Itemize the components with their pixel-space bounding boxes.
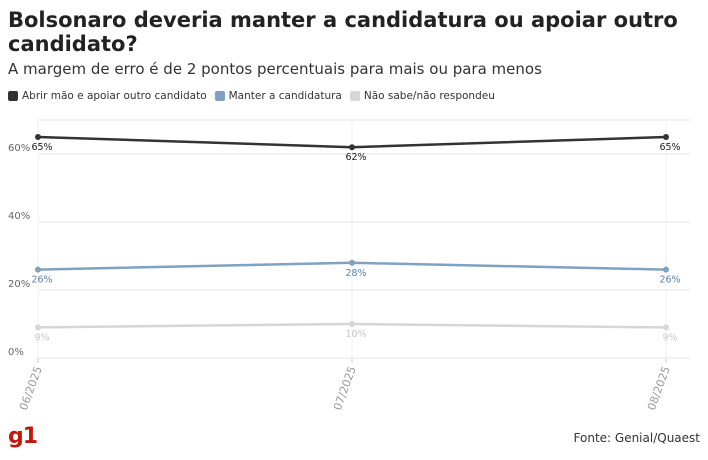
y-tick-label: 40% — [8, 211, 30, 222]
chart-subtitle: A margem de erro é de 2 pontos percentua… — [8, 60, 542, 78]
data-label: 26% — [659, 275, 680, 286]
legend-swatch — [349, 91, 360, 101]
y-tick-label: 0% — [8, 347, 24, 358]
legend-item-abrir-mao: Abrir mão e apoiar outro candidato — [8, 90, 207, 102]
legend-label: Abrir mão e apoiar outro candidato — [22, 90, 207, 102]
y-tick-label: 20% — [8, 279, 30, 290]
data-point — [35, 266, 41, 273]
x-tick-label: 08/2025 — [645, 365, 673, 412]
data-point — [663, 324, 669, 331]
legend-swatch — [214, 91, 225, 101]
data-label: 65% — [31, 142, 52, 153]
source-text: Fonte: Genial/Quaest — [573, 431, 700, 445]
legend: Abrir mão e apoiar outro candidato Mante… — [8, 90, 503, 102]
data-label: 62% — [345, 152, 366, 163]
legend-item-nao-sabe: Não sabe/não respondeu — [349, 90, 495, 102]
data-point — [349, 144, 355, 151]
legend-label: Manter a candidatura — [228, 90, 342, 102]
data-point — [35, 134, 41, 140]
chart-title: Bolsonaro deveria manter a candidatura o… — [8, 8, 678, 56]
data-label: 9% — [34, 332, 49, 343]
data-point — [35, 324, 41, 331]
data-point — [663, 134, 669, 140]
data-label: 28% — [345, 268, 366, 279]
data-label: 65% — [659, 142, 680, 153]
x-tick-label: 06/2025 — [17, 365, 45, 412]
legend-item-manter: Manter a candidatura — [214, 90, 342, 102]
x-tick-label: 07/2025 — [331, 365, 359, 412]
y-tick-label: 60% — [8, 143, 30, 154]
data-label: 9% — [662, 332, 677, 343]
legend-label: Não sabe/não respondeu — [363, 90, 495, 102]
data-point — [663, 266, 669, 273]
legend-swatch — [8, 91, 18, 101]
data-point — [349, 259, 355, 266]
data-label: 10% — [345, 329, 366, 340]
data-label: 26% — [31, 275, 52, 286]
data-point — [349, 321, 355, 327]
g1-logo: g1 — [8, 424, 38, 449]
